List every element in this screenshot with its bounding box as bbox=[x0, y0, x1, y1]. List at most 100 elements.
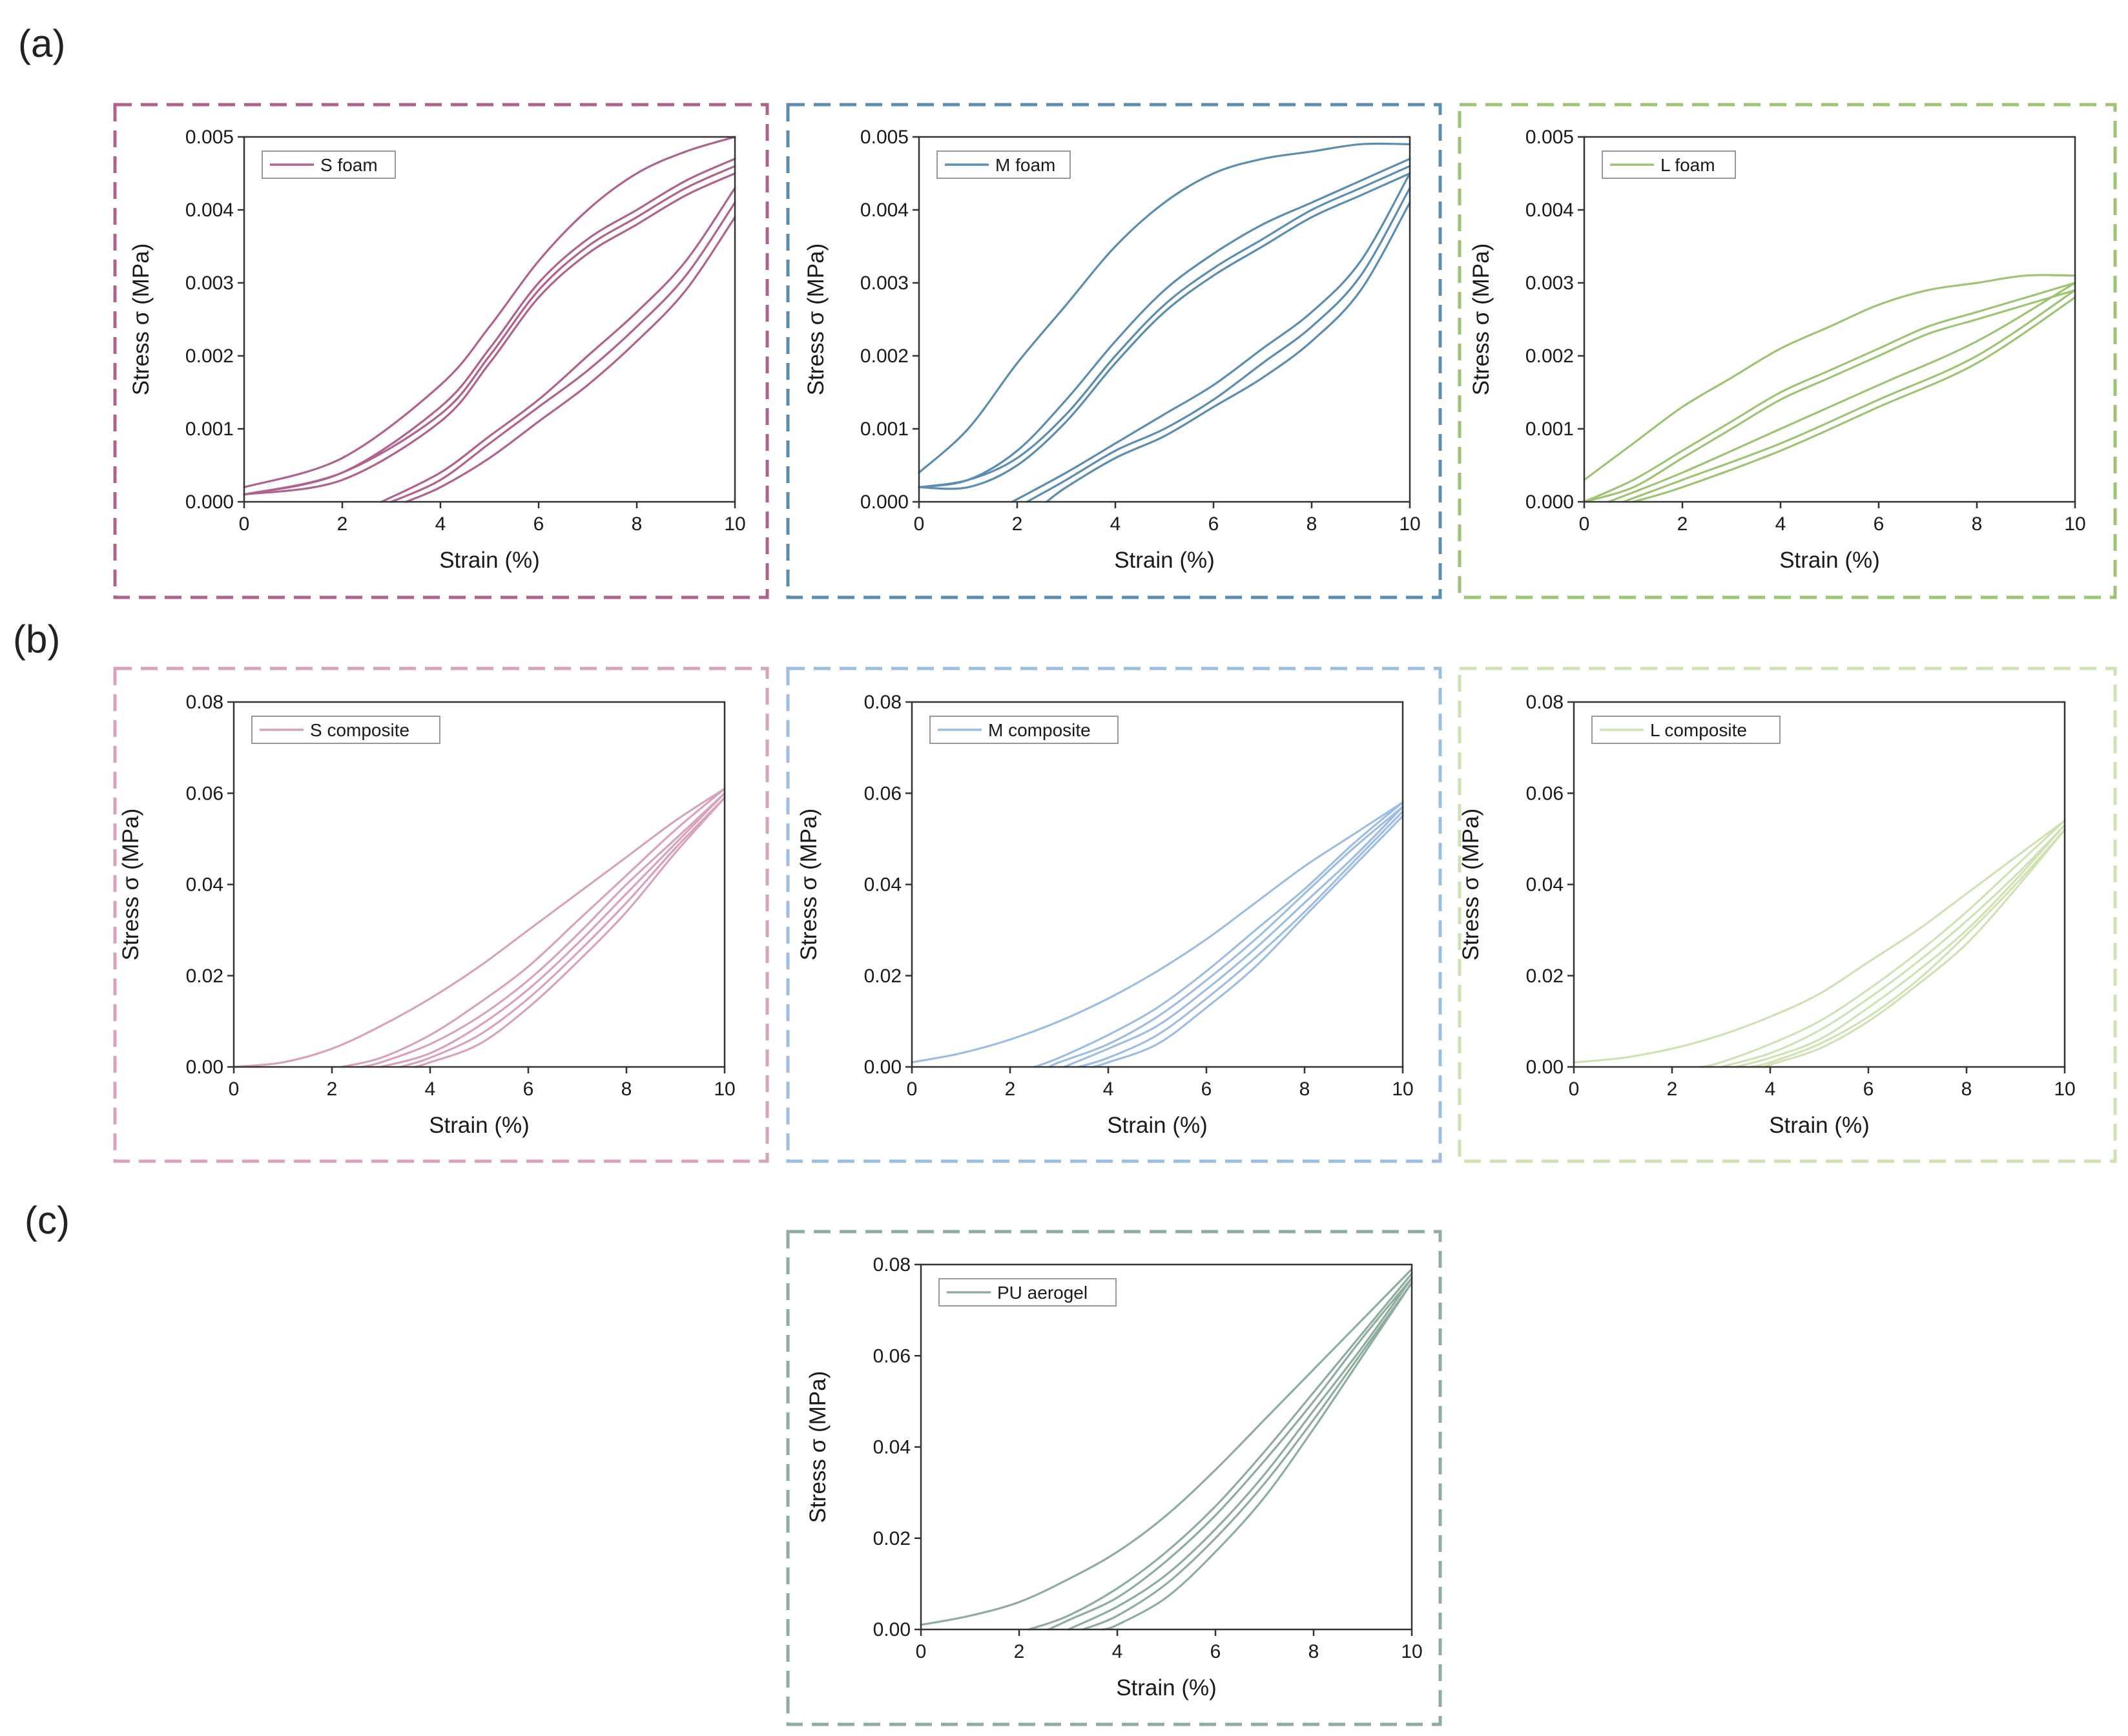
x-tick-label: 2 bbox=[1667, 1079, 1678, 1100]
x-tick-label: 6 bbox=[1874, 513, 1885, 535]
y-axis-title: Stress σ (MPa) bbox=[805, 1371, 831, 1524]
series-line-5 bbox=[1077, 810, 1404, 1068]
y-tick-label: 0.000 bbox=[860, 491, 909, 513]
x-axis-title: Strain (%) bbox=[1116, 1675, 1217, 1700]
series-line-5 bbox=[1622, 289, 2076, 503]
series-line-7 bbox=[1046, 202, 1411, 503]
legend-label: L foam bbox=[1660, 155, 1715, 175]
series-line-2 bbox=[340, 787, 726, 1068]
y-tick-label: 0.08 bbox=[1526, 692, 1564, 713]
x-tick-label: 0 bbox=[1569, 1079, 1580, 1100]
series-line-6 bbox=[1026, 187, 1411, 503]
x-tick-label: 10 bbox=[2054, 1079, 2075, 1100]
y-tick-label: 0.001 bbox=[185, 418, 234, 440]
x-tick-label: 2 bbox=[327, 1079, 338, 1100]
series-line-3 bbox=[360, 792, 726, 1068]
y-tick-label: 0.06 bbox=[873, 1345, 911, 1367]
y-tick-label: 0.003 bbox=[860, 273, 909, 294]
series-line-3 bbox=[243, 165, 736, 496]
series-line-2 bbox=[1028, 1272, 1413, 1631]
x-axis-title: Strain (%) bbox=[1107, 1113, 1208, 1138]
series-line-1 bbox=[1583, 274, 2076, 481]
y-tick-label: 0.002 bbox=[860, 346, 909, 367]
series-line-7 bbox=[405, 216, 736, 503]
series-line-5 bbox=[380, 187, 736, 503]
y-tick-label: 0.005 bbox=[860, 127, 909, 148]
x-tick-label: 10 bbox=[724, 513, 745, 535]
x-axis-title: Strain (%) bbox=[1114, 548, 1215, 573]
legend-label: M foam bbox=[995, 155, 1055, 175]
x-tick-label: 2 bbox=[337, 513, 348, 535]
panel-label-a: (a) bbox=[18, 22, 65, 65]
x-tick-label: 4 bbox=[1775, 513, 1786, 535]
series-line-3 bbox=[1048, 805, 1404, 1068]
y-tick-label: 0.004 bbox=[185, 200, 234, 221]
plot-area bbox=[232, 701, 726, 1068]
plot-area bbox=[243, 136, 736, 503]
y-tick-label: 0.00 bbox=[864, 1057, 902, 1078]
series-line-4 bbox=[243, 172, 736, 496]
y-tick-label: 0.004 bbox=[1525, 200, 1574, 221]
series-line-2 bbox=[1033, 801, 1404, 1068]
y-tick-label: 0.004 bbox=[860, 200, 909, 221]
legend-label: M composite bbox=[988, 720, 1091, 740]
x-tick-label: 10 bbox=[1392, 1079, 1413, 1100]
series-line-2 bbox=[1700, 820, 2066, 1068]
y-tick-label: 0.04 bbox=[873, 1437, 911, 1458]
y-tick-label: 0.02 bbox=[1526, 966, 1564, 987]
x-tick-label: 6 bbox=[1210, 1641, 1221, 1662]
x-tick-label: 8 bbox=[1308, 1641, 1319, 1662]
y-tick-label: 0.000 bbox=[1525, 491, 1574, 513]
panel-label-c: (c) bbox=[25, 1199, 70, 1242]
chart-l-foam: 0 2 4 6 8 10 0.000 0.001 0.002 0.003 0.004 0.005 Str… bbox=[1458, 103, 2117, 599]
legend-label: S composite bbox=[310, 720, 409, 740]
legend-label: S foam bbox=[320, 155, 378, 175]
x-tick-label: 4 bbox=[425, 1079, 436, 1100]
y-tick-label: 0.005 bbox=[185, 127, 234, 148]
x-tick-label: 2 bbox=[1677, 513, 1688, 535]
series-line-5 bbox=[1750, 829, 2066, 1068]
series-line-4 bbox=[1067, 1277, 1413, 1631]
y-axis-title: Stress σ (MPa) bbox=[803, 243, 829, 396]
y-tick-label: 0.04 bbox=[1526, 874, 1564, 896]
x-tick-label: 0 bbox=[907, 1079, 918, 1100]
x-axis-title: Strain (%) bbox=[439, 548, 540, 573]
panel-frame bbox=[786, 1230, 1442, 1726]
plot-area bbox=[1573, 701, 2066, 1068]
x-axis-title: Strain (%) bbox=[429, 1113, 530, 1138]
y-tick-label: 0.000 bbox=[185, 491, 234, 513]
panel-label-b: (b) bbox=[13, 617, 60, 661]
y-tick-label: 0.005 bbox=[1525, 127, 1574, 148]
series-line-4 bbox=[918, 172, 1411, 490]
y-tick-label: 0.02 bbox=[186, 966, 223, 987]
y-tick-label: 0.003 bbox=[1525, 273, 1574, 294]
x-tick-label: 10 bbox=[714, 1079, 735, 1100]
series-line-1 bbox=[918, 142, 1411, 474]
chart-s-composite: 0 2 4 6 8 10 0.00 0.02 0.04 0.06 0.08 Strain (%) Str… bbox=[113, 666, 769, 1163]
series-line-3 bbox=[1583, 289, 2076, 503]
series-line-4 bbox=[380, 792, 726, 1068]
x-tick-label: 10 bbox=[1401, 1641, 1422, 1662]
series-line-2 bbox=[918, 158, 1411, 488]
y-tick-label: 0.00 bbox=[873, 1619, 911, 1640]
y-tick-label: 0.00 bbox=[1526, 1057, 1564, 1078]
x-tick-label: 0 bbox=[1579, 513, 1590, 535]
series-line-1 bbox=[243, 136, 736, 488]
plot-area bbox=[918, 136, 1411, 503]
x-axis-title: Strain (%) bbox=[1769, 1113, 1870, 1138]
x-tick-label: 8 bbox=[621, 1079, 632, 1100]
x-tick-label: 4 bbox=[1112, 1641, 1123, 1662]
panel-frame bbox=[113, 666, 769, 1163]
series-line-3 bbox=[918, 165, 1411, 488]
y-tick-label: 0.02 bbox=[864, 966, 902, 987]
y-tick-label: 0.06 bbox=[186, 783, 223, 804]
x-tick-label: 8 bbox=[1307, 513, 1317, 535]
series-line-4 bbox=[1607, 282, 2076, 503]
panel-frame bbox=[1458, 666, 2117, 1163]
y-axis-title: Stress σ (MPa) bbox=[1469, 243, 1494, 396]
series-line-6 bbox=[1763, 829, 2066, 1068]
x-tick-label: 4 bbox=[1110, 513, 1121, 535]
series-line-6 bbox=[414, 796, 726, 1068]
y-tick-label: 0.02 bbox=[873, 1528, 911, 1549]
